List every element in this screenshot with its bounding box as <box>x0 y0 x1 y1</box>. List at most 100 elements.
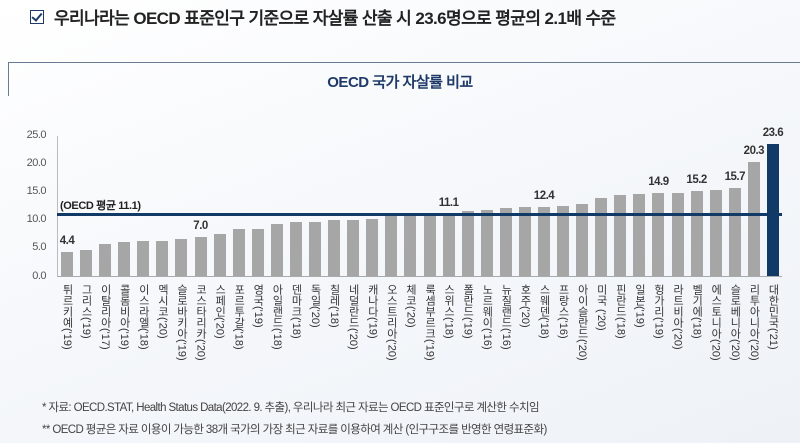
headline: 우리나라는 OECD 표준인구 기준으로 자살률 산출 시 23.6명으로 평균… <box>30 4 616 29</box>
x-tick-label: 네덜란드('20) <box>347 284 360 350</box>
data-label: 23.6 <box>762 126 784 139</box>
x-tick-label: 미국 ('20) <box>595 284 608 331</box>
x-tick-label: 독일('20) <box>309 284 322 328</box>
bar <box>766 143 779 277</box>
bar <box>309 221 322 277</box>
bar <box>347 220 360 277</box>
x-tick-label: 이스라엘('18) <box>137 284 150 350</box>
average-note: ** OECD 평균은 자료 이용이 가능한 38개 국가의 가장 최근 자료를… <box>42 424 547 436</box>
x-tick-label: 스페인('20) <box>213 284 226 339</box>
data-label: 12.4 <box>533 189 555 202</box>
bar <box>652 192 665 277</box>
x-tick-label: 칠레('18) <box>328 284 341 328</box>
frame-top-border <box>8 62 800 63</box>
bar <box>728 188 741 277</box>
x-tick-label: 튀르키예('19) <box>61 284 73 350</box>
x-tick-label: 에스토니아('20) <box>709 284 722 361</box>
x-tick-label: 아일랜드('18) <box>270 284 283 350</box>
x-tick-label: 포르투갈('18) <box>232 284 245 350</box>
bar <box>385 215 398 277</box>
bar <box>61 251 73 277</box>
x-tick-label: 이탈리아('17) <box>99 284 112 350</box>
bar <box>480 209 493 277</box>
bar <box>194 237 207 277</box>
bar <box>499 208 512 277</box>
x-tick-label: 뉴질랜드('16) <box>499 284 512 350</box>
x-tick-label: 아이슬란드('20) <box>576 284 589 361</box>
bar <box>557 205 570 277</box>
x-tick-label: 노르웨이('16) <box>480 284 493 350</box>
x-tick-label: 폴란드('19) <box>461 284 474 339</box>
x-tick-label: 영국('19) <box>251 284 264 328</box>
bar <box>747 162 760 277</box>
y-tick-label: 5.0 <box>32 241 46 254</box>
x-tick-label: 핀란드('18) <box>614 284 627 339</box>
x-tick-label: 콜롬비아('19) <box>118 284 131 350</box>
bar <box>614 194 627 277</box>
bar <box>118 242 131 277</box>
bar <box>442 214 455 277</box>
bar <box>156 241 169 277</box>
bar <box>366 218 379 277</box>
bar <box>595 197 608 277</box>
source-note: * 자료: OECD.STAT, Health Status Data(2022… <box>42 402 540 414</box>
x-tick-label: 리투아니아('20) <box>747 284 760 361</box>
bar <box>213 234 226 277</box>
x-tick-label: 슬로베니아('20) <box>728 284 741 361</box>
y-tick-label: 20.0 <box>26 156 47 169</box>
bar <box>538 206 550 277</box>
x-tick-label: 프랑스('16) <box>557 284 570 339</box>
x-tick-label: 벨기에('18) <box>690 284 703 339</box>
data-label: 4.4 <box>59 234 75 247</box>
x-tick-label: 호주('20) <box>518 284 531 328</box>
data-label: 20.3 <box>743 145 765 158</box>
x-axis <box>57 276 782 277</box>
x-tick-label: 헝가리('19) <box>652 284 665 339</box>
bar <box>289 221 302 277</box>
bar <box>461 210 474 277</box>
y-tick-label: 0.0 <box>32 269 46 282</box>
bar <box>518 207 531 277</box>
x-tick-label: 라트비아('20) <box>671 284 684 350</box>
x-tick-label: 대한민국('21) <box>766 284 779 350</box>
oecd-average-label: (OECD 평균 11.1) <box>60 200 141 212</box>
bar <box>175 238 188 277</box>
x-tick-label: 코스타리카('20) <box>194 284 207 361</box>
bar <box>270 224 283 277</box>
bar <box>328 220 341 277</box>
bar <box>404 215 417 277</box>
x-tick-label: 멕시코('20) <box>156 284 169 339</box>
bar <box>137 241 150 277</box>
y-axis <box>57 136 58 276</box>
bar <box>251 229 264 277</box>
headline-text: 우리나라는 OECD 표준인구 기준으로 자살률 산출 시 23.6명으로 평균… <box>54 9 616 28</box>
x-tick-label: 스웨덴('18) <box>538 284 550 339</box>
bar <box>423 214 436 277</box>
x-tick-label: 오스트리아('20) <box>385 284 398 361</box>
x-tick-label: 스위스('18) <box>442 284 455 339</box>
x-tick-label: 일본('19) <box>633 284 646 328</box>
chart-title: OECD 국가 자살률 비교 <box>327 74 473 91</box>
bar <box>232 229 245 277</box>
bar <box>709 190 722 277</box>
x-tick-label: 체코('20) <box>404 284 417 328</box>
y-tick-label: 15.0 <box>26 185 47 198</box>
bar <box>671 192 684 277</box>
x-tick-label: 덴마크('18) <box>289 284 302 339</box>
data-label: 15.7 <box>724 171 746 184</box>
checkbox-checked-icon <box>30 9 44 24</box>
bar <box>99 243 112 277</box>
x-tick-label: 그리스('19) <box>80 284 93 339</box>
x-tick-label: 캐나다('19) <box>366 284 379 339</box>
data-label: 11.1 <box>438 197 459 209</box>
x-tick-label: 룩셈부르크('19) <box>423 284 436 361</box>
data-label: 15.2 <box>686 173 707 186</box>
data-label: 14.9 <box>648 175 669 188</box>
data-label: 7.0 <box>193 220 208 233</box>
bar <box>80 250 93 277</box>
y-tick-label: 25.0 <box>26 128 47 141</box>
bar <box>633 193 646 277</box>
y-tick-label: 10.0 <box>26 213 47 226</box>
x-tick-label: 슬로바키아('19) <box>175 284 188 361</box>
